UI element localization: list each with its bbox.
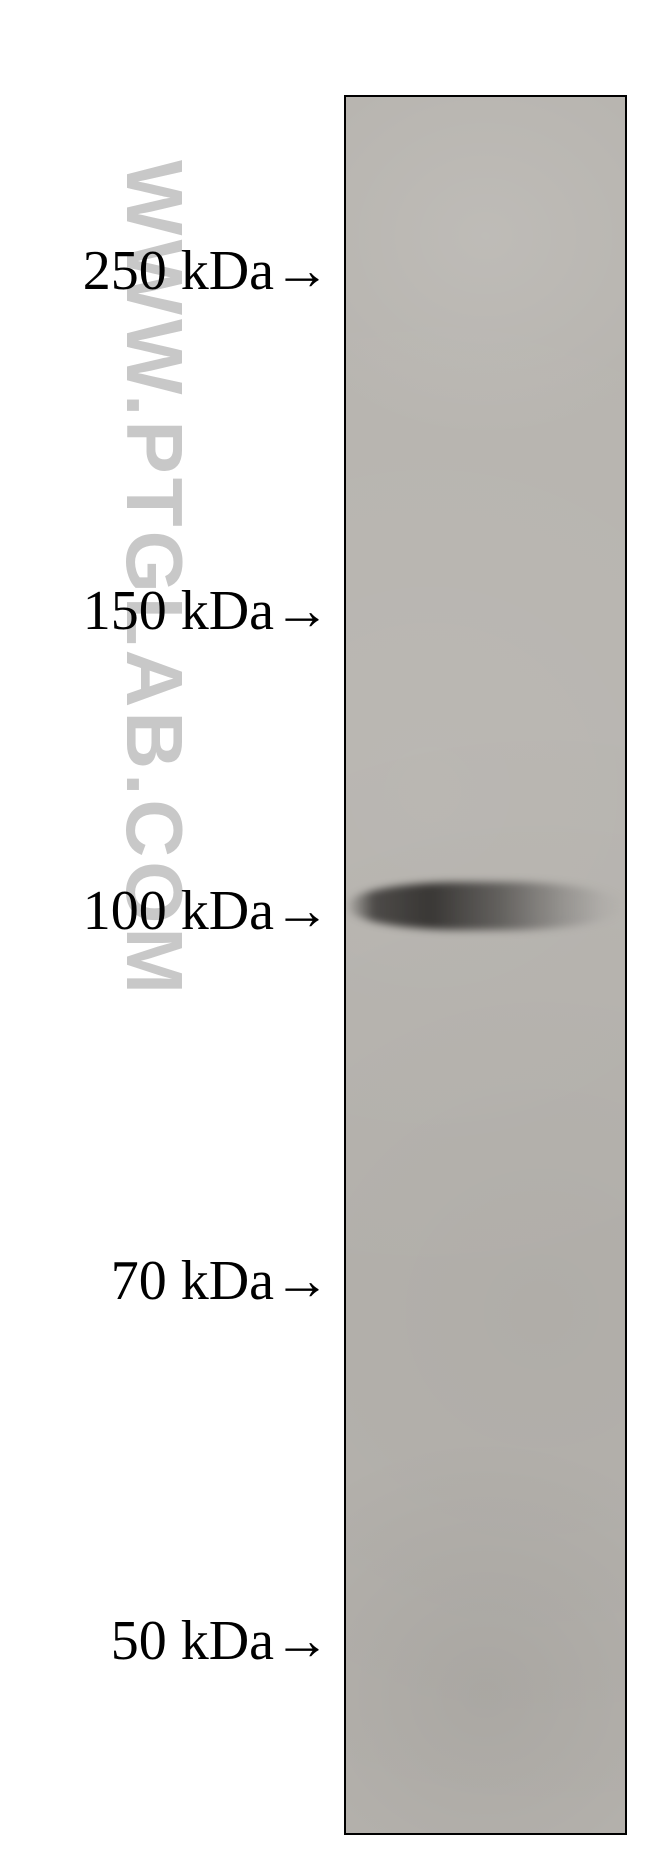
marker-label-4: 50 kDa→	[10, 1609, 330, 1673]
marker-label-2: 100 kDa→	[10, 879, 330, 943]
marker-label-0: 250 kDa→	[10, 239, 330, 303]
blot-band-0	[346, 882, 625, 930]
blot-lane	[344, 95, 627, 1835]
blot-lane-background	[346, 97, 625, 1833]
marker-label-3: 70 kDa→	[10, 1249, 330, 1313]
blot-figure: WWW.PTGLAB.COM 250 kDa→150 kDa→100 kDa→7…	[0, 0, 650, 1855]
marker-label-1: 150 kDa→	[10, 579, 330, 643]
